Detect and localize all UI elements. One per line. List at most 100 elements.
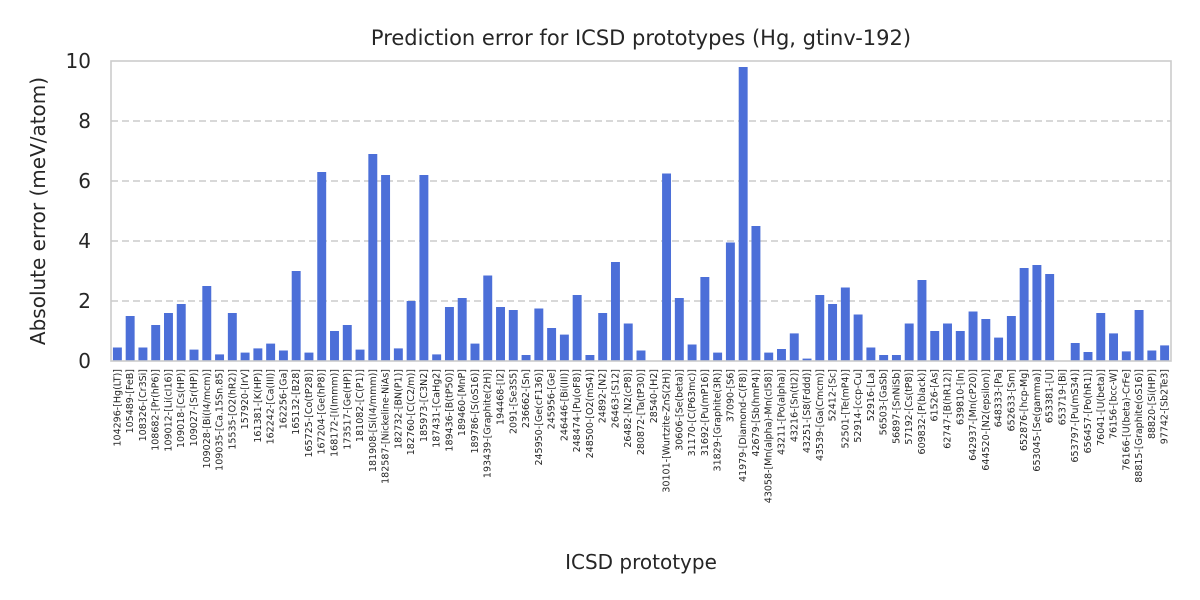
bar	[470, 343, 480, 361]
x-tick-label: 43216-[Sn(tI2)]	[789, 369, 800, 442]
bar	[457, 298, 467, 361]
bar	[381, 175, 391, 361]
bar	[483, 275, 493, 361]
bar	[164, 313, 173, 361]
x-tick-label: 653797-[Pu(mS34)]	[1070, 369, 1081, 462]
bar	[1109, 333, 1118, 361]
bar	[1019, 268, 1029, 361]
x-tick-label: 97742-[Sb2Te3]	[1160, 369, 1171, 444]
x-tick-label: 644520-[N2(epsilon)]	[981, 369, 992, 471]
bar	[125, 316, 135, 361]
x-tick-label: 652633-[Sm]	[1006, 369, 1017, 431]
x-tick-label: 652876-[hcp-Mg]	[1019, 369, 1030, 451]
x-tick-label: 26463-[S12]	[610, 369, 621, 428]
x-tick-label: 185973-[C3N2]	[419, 369, 430, 442]
bar	[368, 154, 378, 361]
bar	[291, 271, 301, 361]
x-tick-label: 653719-[Bi]	[1057, 369, 1068, 425]
x-tick-label: 189786-[S(oS16)]	[470, 369, 481, 453]
bar	[789, 333, 799, 361]
x-tick-label: 76166-[U(beta)-CrFe]	[1121, 369, 1132, 471]
x-tick-label: 182732-[BN(P1)]	[393, 369, 404, 449]
y-axis-ticks: 0 2 4 6 8 10	[66, 49, 91, 373]
bar	[202, 286, 212, 361]
bar	[955, 331, 965, 361]
x-tick-label: 37090-[S6]	[725, 369, 736, 422]
bar	[802, 358, 812, 361]
plot-frame	[110, 60, 1172, 362]
x-tick-label: 173517-[Ge(HP)]	[342, 369, 353, 450]
x-tick-label: 193439-[Graphite(2H)]	[483, 369, 494, 478]
x-axis-label: ICSD prototype	[565, 550, 717, 574]
x-tick-label: 88820-[Si(HP)]	[1147, 369, 1158, 439]
x-tick-label: 43211-[Po(alpha)]	[776, 369, 787, 455]
x-tick-label: 161381-[K(HP)]	[253, 369, 264, 443]
x-tick-label: 31829-[Graphite(3R)]	[713, 369, 724, 471]
bar	[840, 287, 850, 361]
bar	[189, 349, 199, 361]
grid	[111, 120, 1171, 302]
x-tick-label: 52501-[Te(mP4)]	[840, 369, 851, 449]
bar	[751, 226, 761, 361]
x-axis-ticks: 104296-[Hg(LT)] 105489-[FeB] 108326-[Cr3Si…	[112, 369, 1170, 503]
x-tick-label: 105489-[FeB]	[125, 369, 136, 433]
bar	[738, 67, 748, 361]
x-tick-label: 165725-[Co(tP28)]	[304, 369, 315, 458]
x-tick-label: 88815-[Graphite(oS16)]	[1134, 369, 1145, 483]
x-tick-label: 2091-[Se3S5]	[508, 369, 519, 434]
x-tick-label: 42679-[Sb(hmP4)]	[751, 369, 762, 457]
bar	[444, 307, 454, 361]
bar	[585, 355, 595, 361]
bar	[547, 328, 557, 361]
bar	[853, 314, 863, 361]
bar	[943, 323, 952, 361]
bar	[304, 352, 314, 361]
bar	[636, 350, 646, 361]
x-tick-label: 639810-[In]	[955, 369, 966, 425]
bar	[572, 295, 582, 361]
bar	[521, 355, 531, 361]
x-tick-label: 30101-[Wurtzite-ZnS(2H)]	[662, 369, 673, 493]
x-tick-label: 41979-[Diamond-C(F8)]	[738, 369, 749, 482]
bar	[674, 298, 684, 361]
bar	[330, 331, 339, 361]
x-tick-label: 609832-[P(black)]	[917, 369, 928, 454]
bar	[725, 242, 735, 361]
bar	[496, 307, 505, 361]
bar	[815, 295, 825, 361]
x-tick-label: 189460-[MnP]	[457, 369, 468, 436]
bar	[891, 355, 901, 361]
bar	[917, 280, 927, 361]
bar	[598, 313, 608, 361]
x-tick-label: 43251-[S8(Fddd)]	[802, 369, 813, 453]
y-tick-label: 6	[78, 169, 91, 193]
bar	[393, 348, 403, 361]
x-tick-label: 280872-[Ta(tP30)]	[636, 369, 647, 455]
chart-title: Prediction error for ICSD prototypes (Hg…	[371, 26, 911, 50]
x-tick-label: 642937-[Mn(cP20)]	[968, 369, 979, 461]
bar	[1070, 343, 1080, 361]
bar	[879, 355, 889, 361]
x-tick-label: 61526-[As]	[930, 369, 941, 422]
bar	[1160, 345, 1170, 361]
x-tick-label: 194468-[I2]	[496, 369, 507, 425]
bar	[1134, 310, 1144, 361]
y-tick-label: 10	[66, 49, 91, 73]
x-tick-label: 43539-[Ga(Cmcm)]	[815, 369, 826, 461]
x-tick-label: 26482-[N2(cP8)]	[623, 369, 634, 448]
bar	[866, 347, 876, 361]
bar	[777, 349, 786, 361]
x-tick-label: 109035-[Ca.15Sn.85]	[215, 369, 226, 471]
x-tick-label: 52914-[ccp-Cu]	[853, 369, 864, 443]
x-tick-label: 108326-[Cr3Si]	[138, 369, 149, 441]
bar	[406, 301, 416, 361]
bar	[112, 347, 122, 361]
x-tick-label: 104296-[Hg(LT)]	[112, 369, 123, 446]
bar	[623, 323, 633, 361]
x-tick-label: 181908-[Si(I4/mmm)]	[368, 369, 379, 472]
bar	[240, 352, 250, 361]
x-tick-label: 31170-[C(P63mc)]	[687, 369, 698, 456]
y-tick-label: 2	[78, 289, 91, 313]
x-tick-label: 31692-[Pu(mP16)]	[700, 369, 711, 456]
